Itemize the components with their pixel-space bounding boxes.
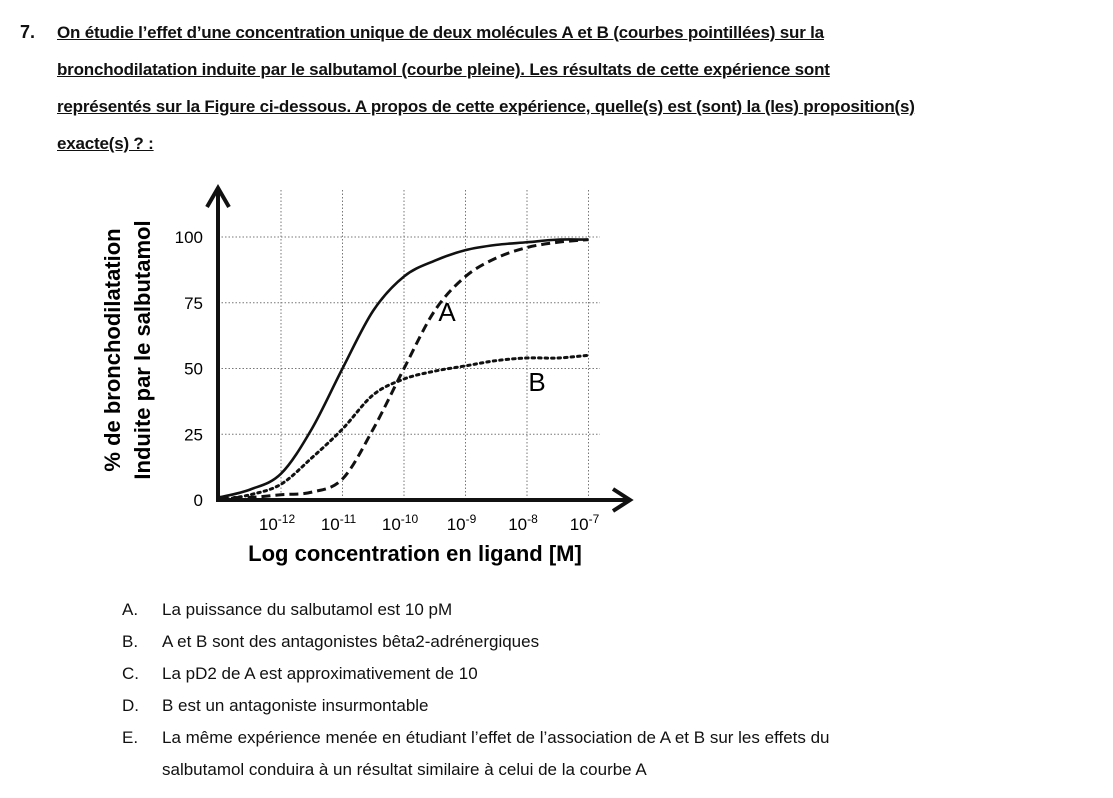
question-text-line: On étudie l’effet d’une concentration un… — [57, 23, 824, 42]
question-text-line: bronchodilatation induite par le salbuta… — [57, 60, 830, 79]
x-tick-label: 10-11 — [321, 512, 357, 534]
option-b: B. A et B sont des antagonistes bêta2-adr… — [122, 632, 539, 652]
series-line-salbutamol — [219, 238, 589, 499]
x-tick-label: 10-8 — [508, 512, 538, 534]
x-tick-exponent: -11 — [340, 512, 357, 526]
x-tick-base: 10 — [570, 515, 589, 534]
x-tick-exponent: -8 — [527, 512, 538, 526]
option-e: E. La même expérience menée en étudiant l… — [122, 728, 830, 748]
x-axis-label: Log concentration en ligand [M] — [248, 541, 582, 566]
x-tick-exponent: -12 — [278, 512, 296, 526]
x-tick-label: 10-7 — [570, 512, 600, 534]
x-tick-label: 10-12 — [259, 512, 296, 534]
question-text-line: exacte(s) ? : — [57, 134, 154, 153]
option-letter: B. — [122, 632, 139, 651]
y-tick-label: 100 — [175, 228, 203, 247]
y-tick-label: 50 — [184, 360, 203, 379]
x-tick-exponent: -7 — [589, 512, 600, 526]
y-axis-label-line1: % de bronchodilatation — [100, 228, 125, 471]
x-tick-base: 10 — [321, 515, 340, 534]
option-text: La même expérience menée en étudiant l’e… — [162, 728, 830, 747]
option-text: La pD2 de A est approximativement de 10 — [162, 664, 478, 683]
series-line-a — [219, 238, 589, 500]
y-tick-label: 0 — [194, 491, 203, 510]
x-tick-base: 10 — [259, 515, 278, 534]
x-tick-base: 10 — [508, 515, 527, 534]
x-tick-base: 10 — [447, 515, 466, 534]
series-line-b — [218, 353, 590, 502]
option-a: A. La puissance du salbutamol est 10 pM — [122, 600, 452, 620]
y-tick-label: 75 — [184, 294, 203, 313]
x-axis-arrow-icon — [611, 487, 634, 513]
x-tick-label: 10-10 — [382, 512, 419, 534]
option-letter: C. — [122, 664, 139, 683]
option-letter: A. — [122, 600, 139, 619]
x-tick-exponent: -9 — [466, 512, 477, 526]
y-axis-arrow-icon — [205, 184, 231, 209]
option-letter: E. — [122, 728, 139, 747]
question-text-line: représentés sur la Figure ci-dessous. A … — [57, 97, 915, 116]
x-tick-exponent: -10 — [401, 512, 419, 526]
x-tick-label: 10-9 — [447, 512, 477, 534]
option-c: C. La pD2 de A est approximativement de 1… — [122, 664, 478, 684]
option-e-continued: salbutamol conduira à un résultat simila… — [162, 760, 647, 779]
x-tick-base: 10 — [382, 515, 401, 534]
series-label-a: A — [438, 297, 456, 327]
option-text: La puissance du salbutamol est 10 pM — [162, 600, 453, 619]
y-tick-label: 25 — [184, 425, 203, 444]
option-text: B est un antagoniste insurmontable — [162, 696, 429, 715]
option-d: D. B est un antagoniste insurmontable — [122, 696, 429, 716]
series-label-b: B — [528, 367, 545, 397]
y-axis-label-line2: Induite par le salbutamol — [130, 220, 155, 479]
option-letter: D. — [122, 696, 139, 715]
option-text: A et B sont des antagonistes bêta2-adrén… — [162, 632, 540, 651]
question-number: 7. — [20, 22, 36, 42]
